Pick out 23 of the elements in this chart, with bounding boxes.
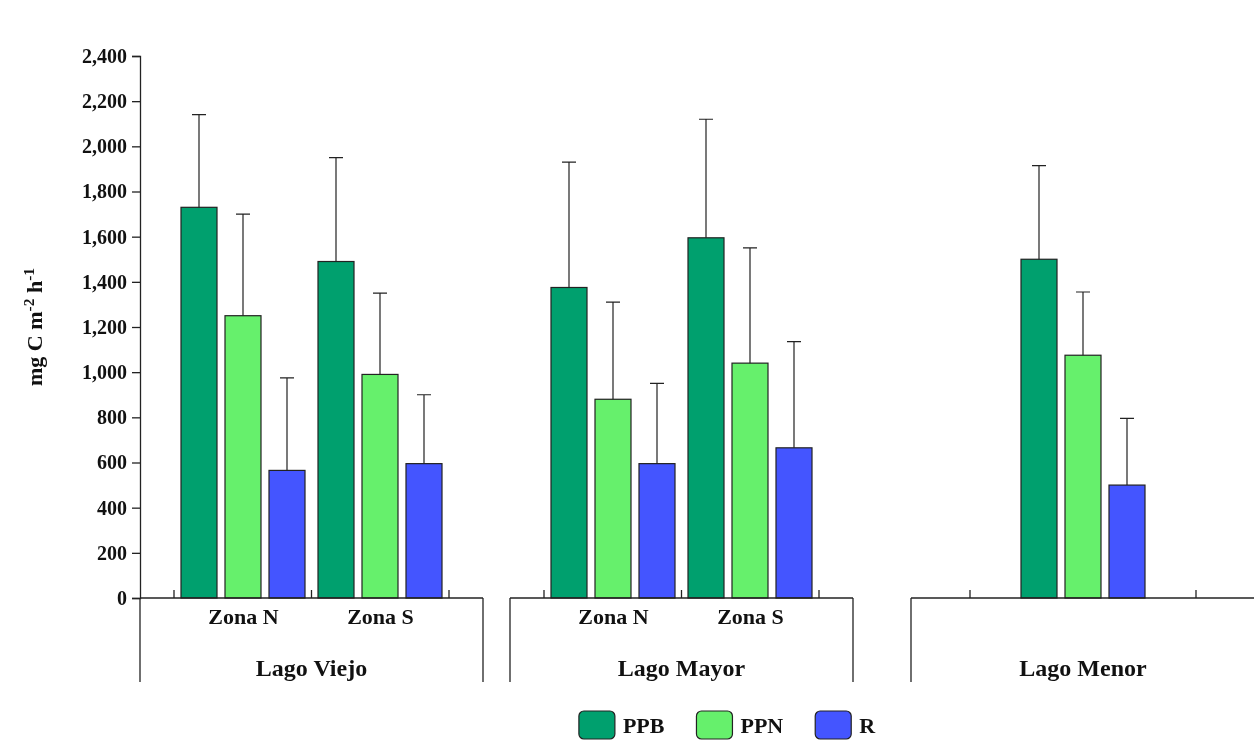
legend-label: R [859,713,877,738]
legend-label: PPN [740,713,784,738]
y-tick-label: 2,000 [82,135,127,158]
y-tick-label: 1,200 [82,315,127,338]
y-tick-label: 1,600 [82,225,127,248]
y-tick-label: 0 [117,586,127,609]
y-tick-label: 2,400 [82,44,127,67]
x-axis-title: Lago Menor [1019,655,1147,681]
y-tick-label: 1,400 [82,270,127,293]
x-tick-label: Zona S [717,603,784,629]
x-axis-title: Lago Mayor [617,655,746,681]
x-tick-label: Zona N [208,603,279,629]
legend-label: PPB [622,713,665,738]
y-tick-label: 1,800 [82,180,127,203]
x-tick-label: Zona S [347,603,414,629]
x-tick-label: Zona N [578,603,649,629]
y-tick-label: 1,000 [82,361,127,384]
y-tick-label: 800 [97,406,127,429]
y-tick-label: 200 [97,541,127,564]
x-axis-title: Lago Viejo [255,655,368,681]
y-tick-label: 2,200 [82,90,127,113]
y-tick-label: 600 [97,451,127,474]
y-tick-label: 400 [97,496,127,519]
